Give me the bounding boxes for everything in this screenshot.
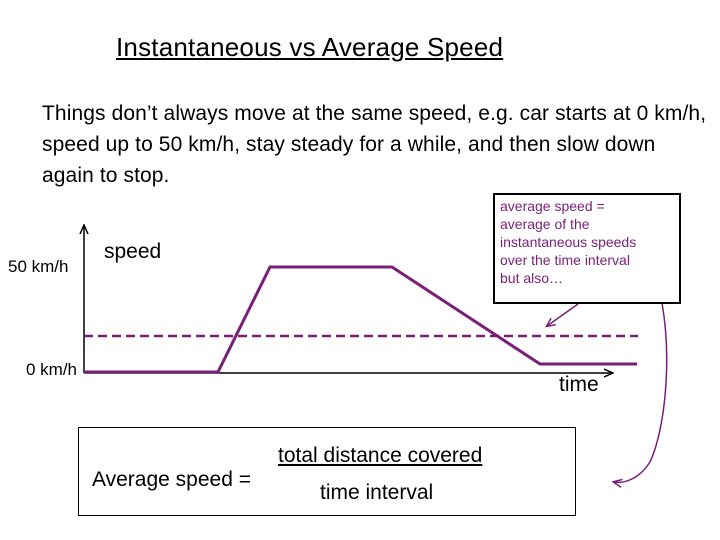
speed-curve [84,265,637,374]
note-line: average of the [500,216,590,232]
y-axis-label: speed [104,240,162,263]
y-tick-50: 50 km/h [8,257,69,276]
note-arrow [547,303,579,326]
note-line: average speed = [500,198,605,214]
formula-denominator: time interval [320,481,434,504]
y-tick-0: 0 km/h [26,360,78,379]
intro-text: Things don’t always move at the same spe… [42,102,707,187]
curved-arrow [614,302,668,482]
slide-title: Instantaneous vs Average Speed [116,32,504,62]
note-line: instantaneous speeds [500,234,637,250]
note-line: over the time interval [500,252,630,268]
formula-box [78,427,576,516]
formula-numerator: total distance covered [278,444,483,467]
formula-lhs: Average speed = [92,468,251,491]
note-box: average speed = average of the instantan… [493,193,681,304]
note-line: but also… [500,270,564,286]
x-axis-label: time [559,373,599,396]
